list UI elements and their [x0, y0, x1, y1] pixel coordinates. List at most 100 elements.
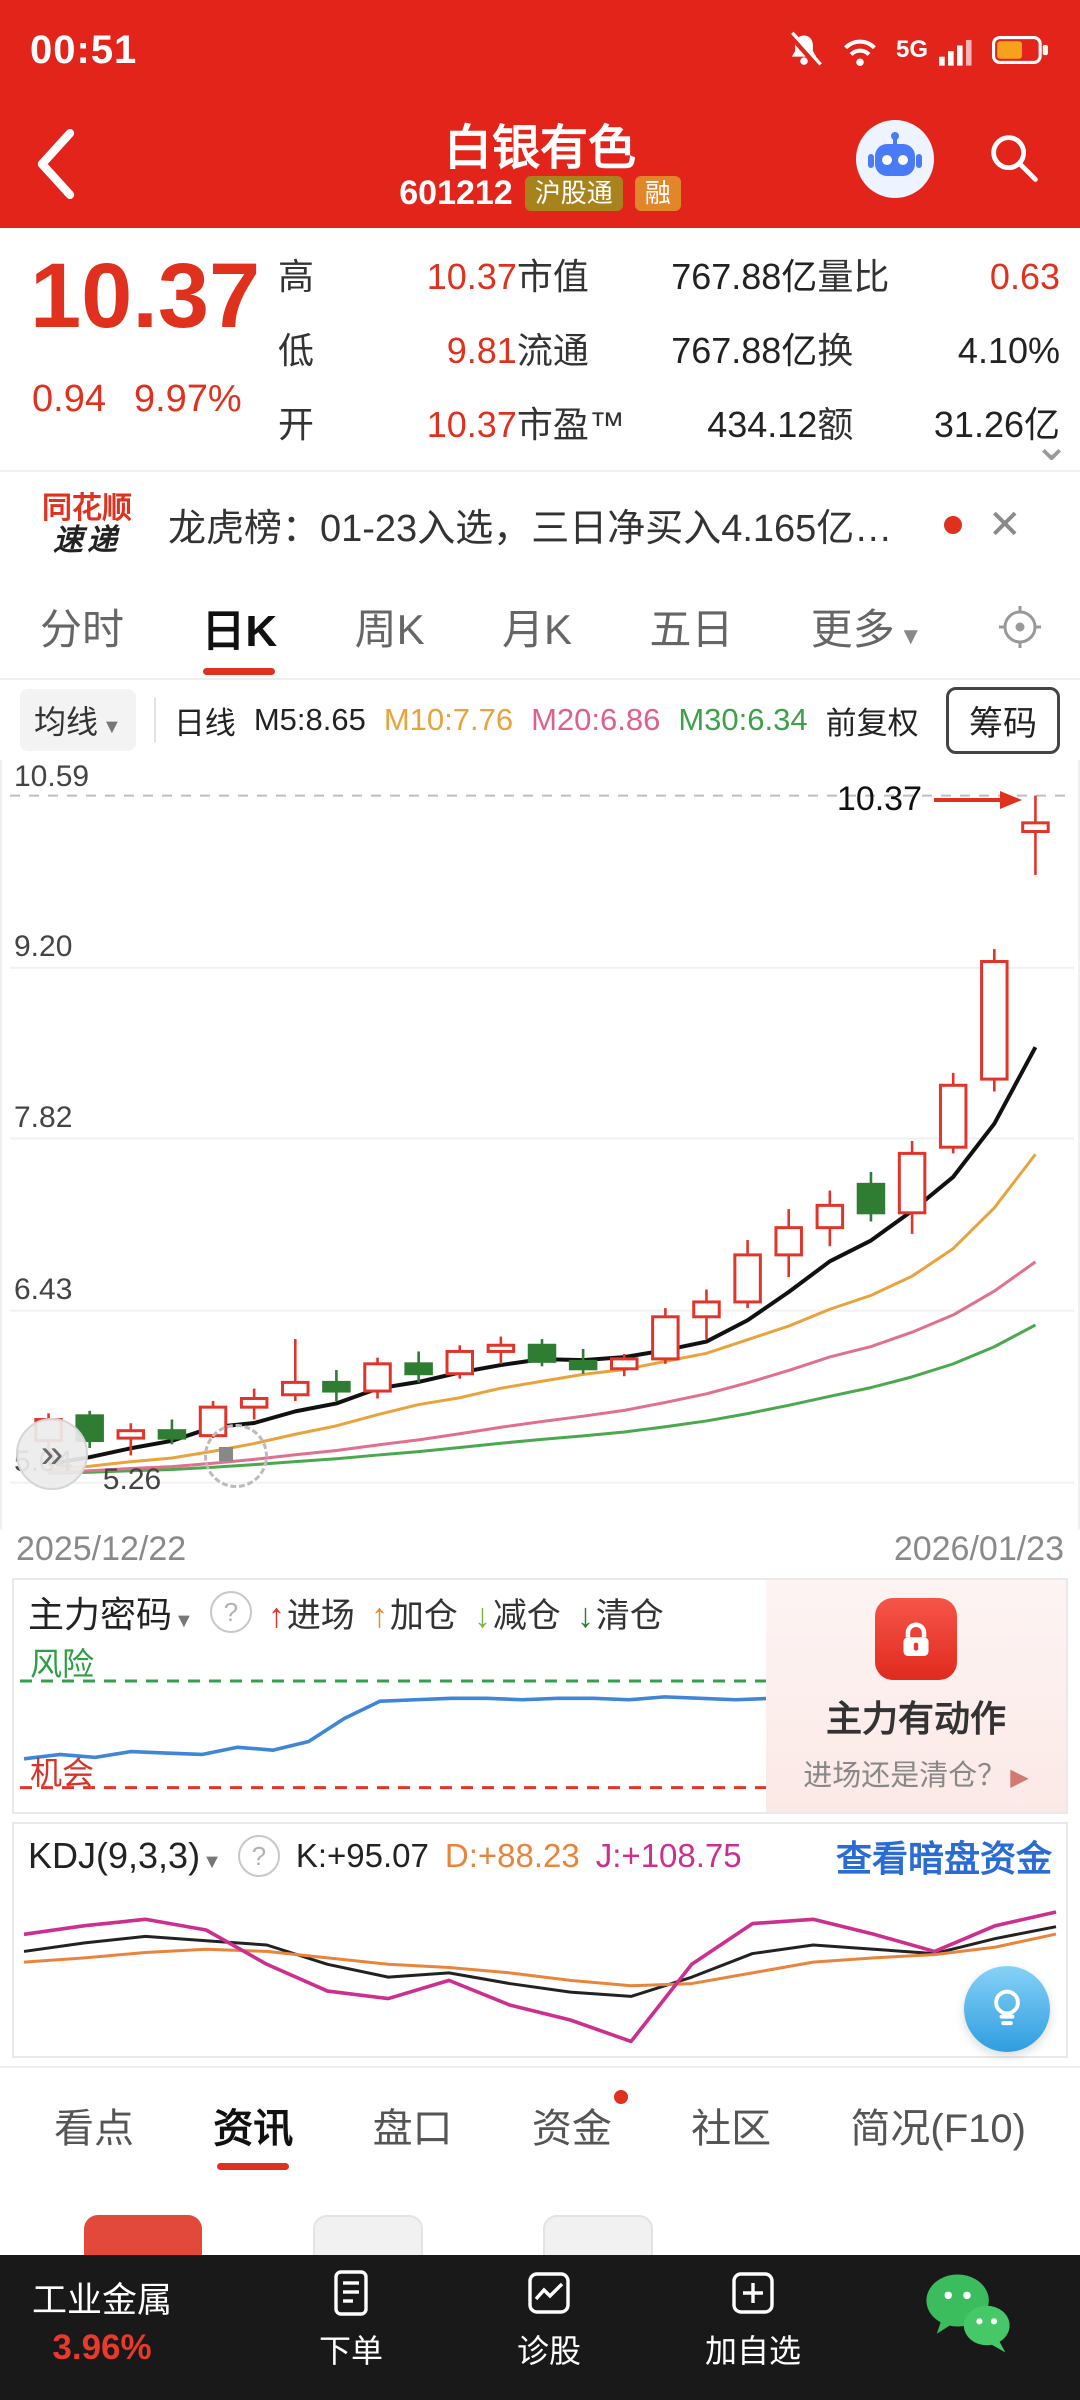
tab-highlights[interactable]: 看点 [54, 2107, 134, 2151]
drawing-tool-icon[interactable] [204, 1424, 268, 1488]
chevron-down-icon: ▼ [202, 1851, 222, 1873]
tab-daily-k[interactable]: 日K [197, 581, 281, 673]
price-change: 0.94 9.97% [32, 378, 242, 421]
bottom-nav-bar: 工业金属 3.96% 下单 诊股 加自选 [0, 2255, 1080, 2400]
close-news-icon[interactable]: ✕ [988, 502, 1022, 547]
robot-icon [868, 132, 922, 176]
nav-place-order[interactable]: 下单 [276, 2267, 426, 2372]
indicator-dropdown[interactable]: 主力密码 ▼ [28, 1594, 194, 1635]
ma-dropdown[interactable]: 均线 ▼ [20, 689, 136, 751]
ma20-value: M20:6.86 [531, 702, 661, 737]
nav-add-watchlist[interactable]: 加自选 [678, 2267, 828, 2372]
margin-badge: 融 [634, 176, 681, 211]
stat-high: 高 10.37 [278, 256, 517, 297]
ths-express-logo: 同花顺 速递 [42, 492, 132, 557]
risk-label: 风险 [30, 1646, 95, 1683]
page-title: 白银有色 [443, 122, 636, 175]
news-headline[interactable]: 龙虎榜：01-23入选，三日净买入4.165亿… [168, 508, 893, 550]
stat-turnover: 换 4.10% [817, 330, 1060, 371]
signal-bars-icon [939, 39, 972, 66]
ma30-value: M30:6.34 [678, 702, 808, 737]
tab-funds[interactable]: 资金 [530, 2080, 628, 2170]
chart-controls: 均线 ▼ 日线 M5:8.65 M10:7.76 M20:6.86 M30:6.3… [0, 680, 1080, 760]
stat-marketcap: 市值 767.88亿 [516, 256, 818, 297]
play-icon: ▶ [1010, 1764, 1029, 1791]
network-type-label: 5G [895, 36, 928, 63]
filter-pill-active[interactable] [84, 2215, 202, 2255]
help-icon[interactable]: ? [209, 1591, 252, 1633]
kdj-canvas [23, 1910, 1057, 2044]
last-price: 10.37 [30, 245, 261, 347]
sector-change: 3.96% [52, 2328, 152, 2368]
assistant-robot-button[interactable] [856, 120, 934, 198]
kdj-dropdown[interactable]: KDJ(9,3,3) ▼ [28, 1835, 222, 1876]
fast-forward-button[interactable]: » [16, 1418, 88, 1490]
hgt-badge: 沪股通 [524, 176, 623, 211]
legend-reduce: ↓ 减仓 [473, 1596, 561, 1635]
nav-diagnose-stock[interactable]: 诊股 [474, 2267, 624, 2372]
status-icons: 5G [784, 30, 1050, 70]
y-axis-label: 10.59 [14, 760, 90, 793]
tab-news[interactable]: 资讯 [211, 2080, 295, 2170]
promo-subtitle[interactable]: 进场还是清仓？ ▶ [803, 1760, 1029, 1792]
tab-minute[interactable]: 分时 [40, 606, 125, 653]
notification-dot [613, 2090, 628, 2104]
chart-settings-icon[interactable] [996, 603, 1044, 651]
wifi-icon [844, 39, 876, 66]
kdj-panel: KDJ(9,3,3) ▼ ? K:+95.07 D:+88.23 J:+108.7… [12, 1822, 1068, 2058]
dark-pool-link[interactable]: 查看暗盘资金 [835, 1838, 1052, 1879]
main-force-header: 主力密码 ▼ ? ↑ 进场 ↑ 加仓 ↓ 减仓 ↓ 清仓 [14, 1580, 1066, 1644]
chip-distribution-button[interactable]: 筹码 [946, 686, 1060, 754]
candlestick-chart[interactable]: 10.37 » 10.599.207.826.435.045.26 [0, 760, 1080, 1530]
change-amount: 0.94 [32, 378, 106, 420]
low-price-marker: 5.26 [102, 1463, 162, 1497]
tab-weekly-k[interactable]: 周K [354, 606, 425, 653]
back-button[interactable] [26, 122, 86, 206]
divider [153, 698, 156, 742]
idea-bulb-button[interactable] [964, 1966, 1050, 2052]
sector-quote[interactable]: 工业金属 3.96% [32, 2277, 172, 2372]
tab-community[interactable]: 社区 [691, 2107, 772, 2151]
adjust-mode-label[interactable]: 前复权 [825, 705, 919, 741]
search-button[interactable] [984, 128, 1044, 188]
chevron-down-icon: ▼ [102, 716, 122, 738]
expand-quote-chevron[interactable]: ⌄ [1033, 421, 1070, 470]
y-axis-label: 6.43 [14, 1272, 73, 1306]
lock-icon [875, 1598, 957, 1680]
tab-more[interactable]: 更多 ▼ [810, 606, 923, 653]
ma10-value: M10:7.76 [383, 702, 514, 737]
diagnose-icon [528, 2272, 570, 2314]
period-label: 日线 [173, 705, 236, 741]
quote-summary: 10.37 0.94 9.97% 高 10.37 低 9.81 开 10.37 市值 7… [0, 228, 1080, 470]
unread-dot [944, 515, 962, 534]
tab-order-book[interactable]: 盘口 [372, 2107, 453, 2151]
y-axis-label: 7.82 [14, 1100, 73, 1134]
help-icon[interactable]: ? [237, 1835, 280, 1877]
bulb-icon [994, 1989, 1020, 2026]
filter-pill[interactable] [313, 2215, 423, 2255]
legend-clear: ↓ 清仓 [576, 1596, 664, 1635]
period-tab-bar: 分时 日K 周K 月K 五日 更多 ▼ [0, 575, 1080, 680]
kdj-d-value: D:+88.23 [444, 1837, 580, 1874]
sector-name: 工业金属 [32, 2281, 173, 2320]
chance-label: 机会 [30, 1754, 95, 1791]
kdj-header: KDJ(9,3,3) ▼ ? K:+95.07 D:+88.23 J:+108.7… [14, 1824, 1066, 1888]
stat-amount: 额 31.26亿 [817, 404, 1060, 445]
quote-stats: 高 10.37 低 9.81 开 10.37 市值 767.88亿 流通 767.88亿 … [278, 248, 1060, 448]
stat-open: 开 10.37 [278, 404, 517, 445]
main-force-promo[interactable]: 主力有动作 进场还是清仓？ ▶ [766, 1580, 1066, 1812]
tab-monthly-k[interactable]: 月K [501, 606, 572, 653]
change-percent: 9.97% [133, 378, 242, 420]
kdj-j-value: J:+108.75 [595, 1837, 742, 1874]
stat-low: 低 9.81 [278, 330, 517, 371]
chevron-down-icon: ▼ [898, 623, 923, 650]
main-force-panel: 主力密码 ▼ ? ↑ 进场 ↑ 加仓 ↓ 减仓 ↓ 清仓 风险 机会 主力有动作 进场还是… [12, 1578, 1068, 1814]
tab-profile-f10[interactable]: 简况(F10) [850, 2107, 1026, 2151]
tab-five-day[interactable]: 五日 [649, 606, 734, 653]
notification-off-icon [787, 31, 822, 69]
news-ticker[interactable]: 同花顺 速递 龙虎榜：01-23入选，三日净买入4.165亿… ✕ [0, 470, 1080, 579]
filter-pill[interactable] [543, 2215, 653, 2255]
stock-code: 601212 [399, 174, 513, 212]
wechat-share-icon[interactable] [916, 2261, 1020, 2365]
candlestick-canvas [10, 794, 1074, 1484]
